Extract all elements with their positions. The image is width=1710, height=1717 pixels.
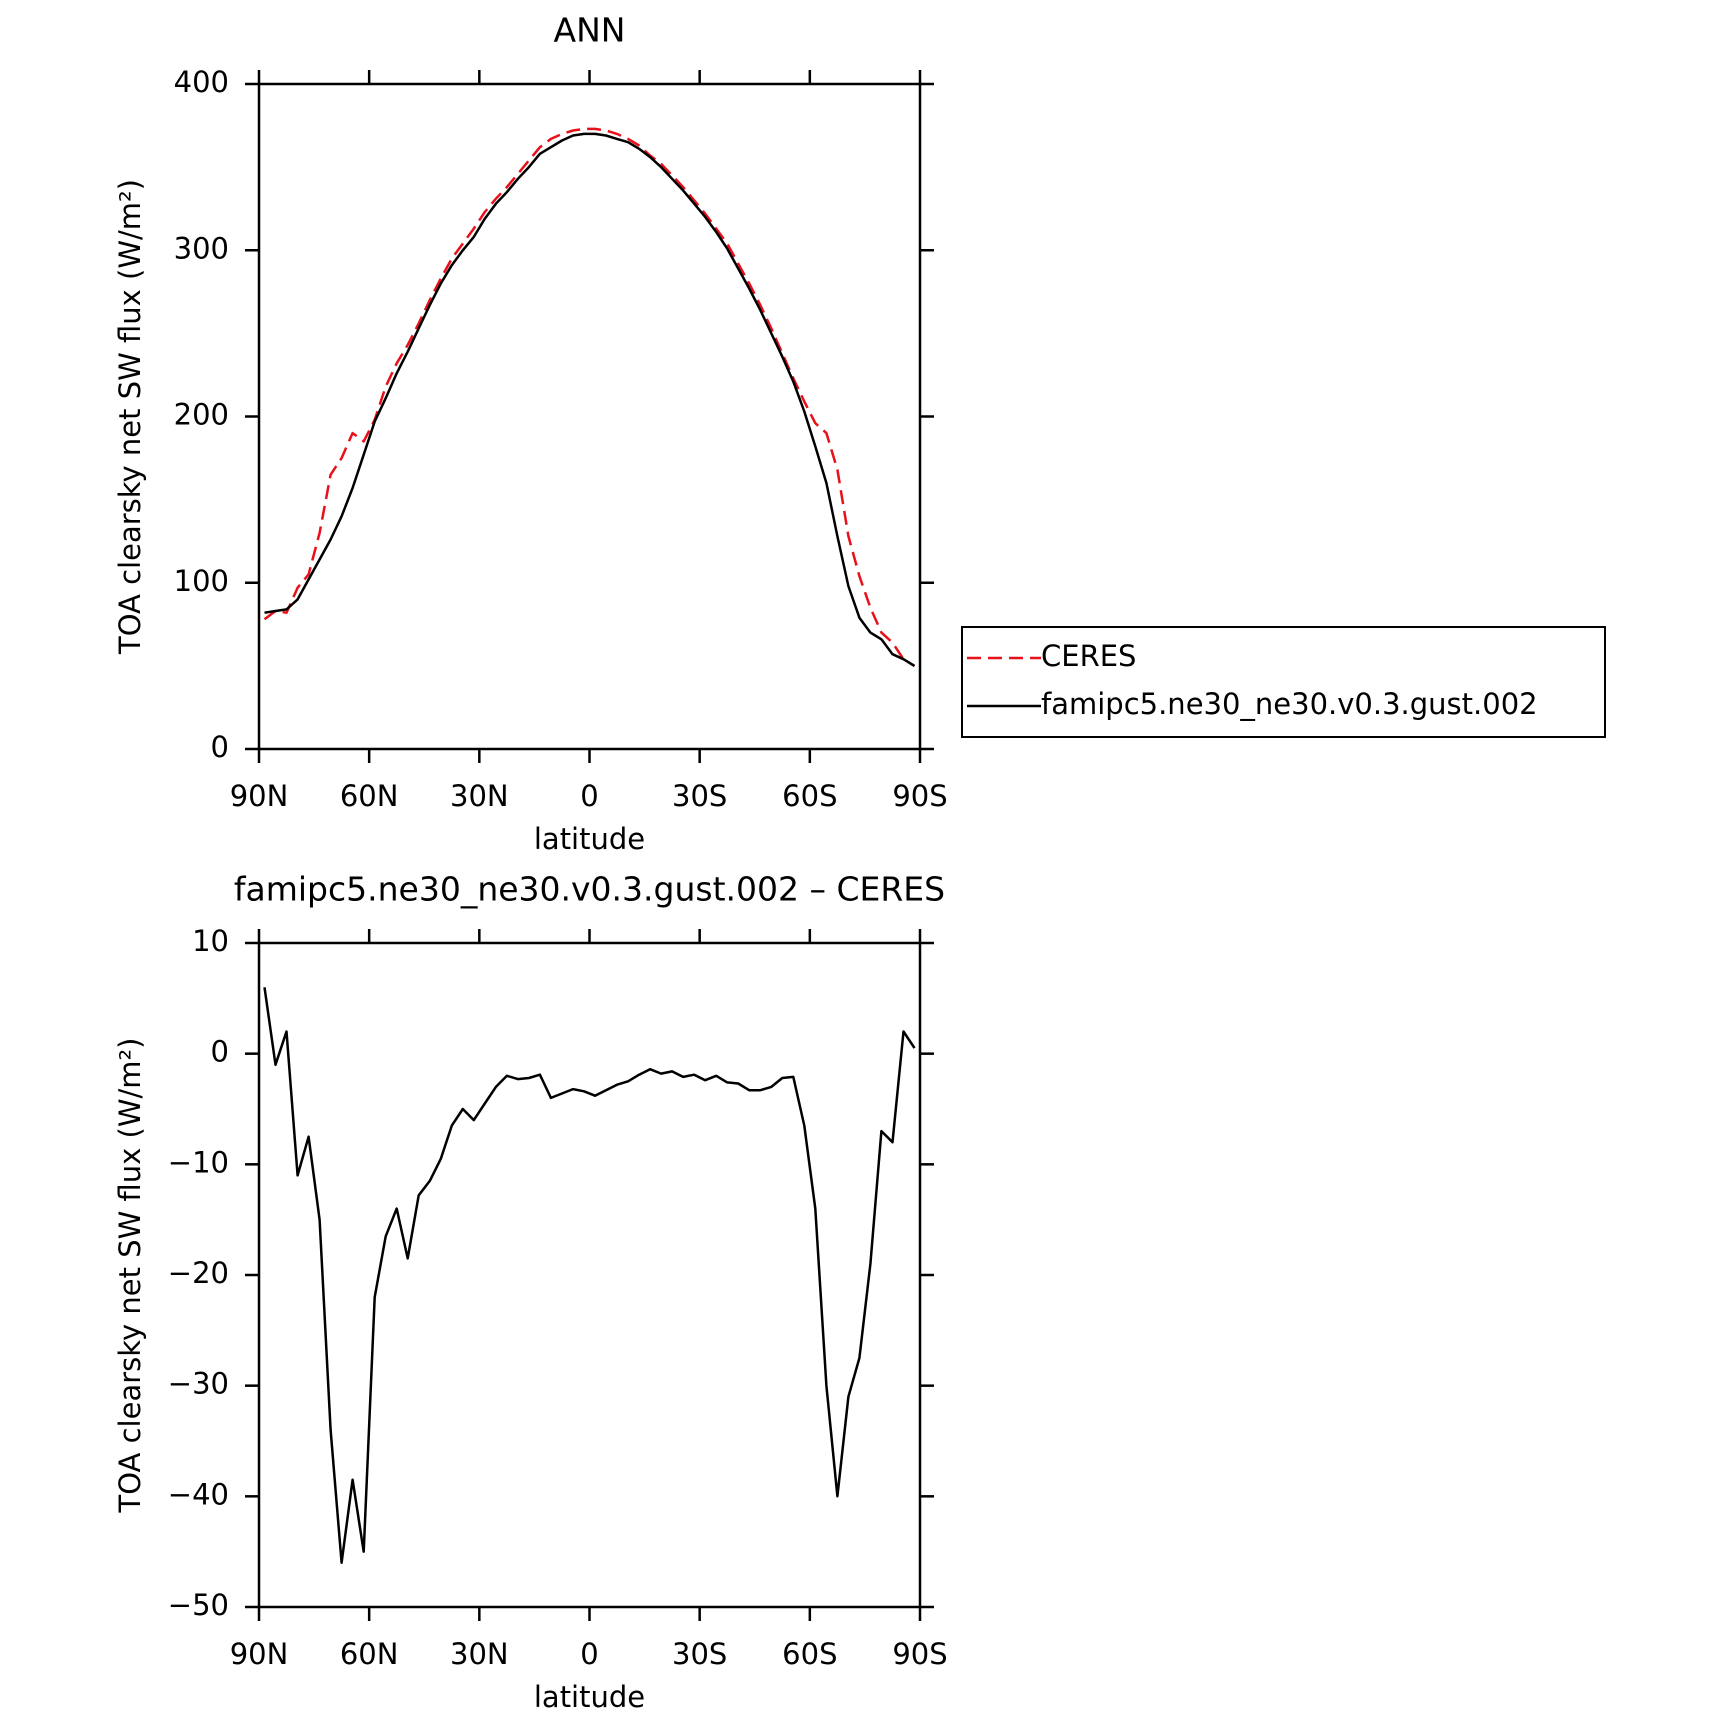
plot-frame [257,82,922,751]
legend-label: CERES [1041,639,1136,673]
y-tick-label: 100 [174,564,229,598]
x-axis-label: latitude [534,1680,645,1714]
chart-title: famipc5.ne30_ne30.v0.3.gust.002 – CERES [234,870,945,909]
y-tick-label: 0 [211,1035,229,1069]
x-axis-label: latitude [534,822,645,856]
plot-frame [257,941,922,1609]
x-tick-label: 60N [340,1637,399,1671]
y-axis-label: TOA clearsky net SW flux (W/m²) [113,179,147,655]
x-tick-label: 0 [580,779,598,813]
y-tick-label: −20 [168,1256,229,1290]
y-tick-label: −10 [168,1145,229,1179]
y-tick-label: 200 [174,398,229,432]
y-tick-label: −40 [168,1477,229,1511]
x-tick-label: 30S [672,779,727,813]
y-tick-label: 10 [192,924,229,958]
x-tick-label: 90N [230,779,289,813]
y-tick-label: −50 [168,1588,229,1622]
data-line [263,127,916,667]
x-tick-label: 60S [782,779,837,813]
y-tick-label: 400 [174,65,229,99]
x-tick-label: 0 [580,1637,598,1671]
x-tick-label: 30S [672,1637,727,1671]
chart-title: ANN [554,11,626,50]
legend-box [961,626,1606,738]
data-line [264,132,916,667]
x-tick-label: 30N [450,779,509,813]
data-line [263,987,916,1564]
y-tick-label: 0 [211,730,229,764]
x-tick-label: 90S [892,1637,947,1671]
legend-label: famipc5.ne30_ne30.v0.3.gust.002 [1041,687,1538,721]
y-tick-label: 300 [174,231,229,265]
x-tick-label: 60N [340,779,399,813]
y-tick-label: −30 [168,1367,229,1401]
x-tick-label: 30N [450,1637,509,1671]
y-axis-label: TOA clearsky net SW flux (W/m²) [113,1038,147,1514]
x-tick-label: 60S [782,1637,837,1671]
x-tick-label: 90S [892,779,947,813]
x-tick-label: 90N [230,1637,289,1671]
